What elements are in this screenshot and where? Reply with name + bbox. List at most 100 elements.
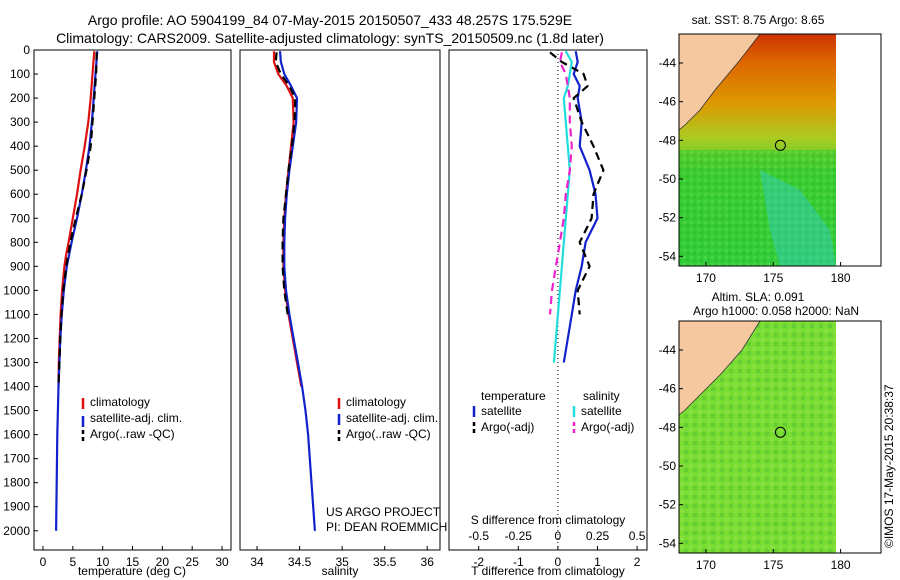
depth-tick-label-1600: 1600 bbox=[3, 428, 30, 442]
project-annotation: US ARGO PROJECT bbox=[326, 505, 441, 519]
depth-tick-label-1400: 1400 bbox=[3, 380, 30, 394]
x-tick-label-34-5: 34.5 bbox=[288, 555, 312, 569]
temperature-axes-frame bbox=[33, 49, 232, 551]
sst-field-texture bbox=[679, 150, 836, 266]
sla-map-title-line-2: Argo h1000: 0.058 h2000: NaN bbox=[693, 304, 859, 318]
x-tick-label-25: 25 bbox=[186, 555, 200, 569]
s-diff-tick-label-0: 0 bbox=[555, 529, 562, 543]
series-line-satellite-adj-clim bbox=[278, 51, 316, 531]
legend-label-satellite: satellite-adj. clim. bbox=[90, 411, 182, 425]
s-diff-tick-label-0-5: 0.5 bbox=[629, 529, 646, 543]
series-line-t-argo-adj bbox=[549, 51, 605, 315]
x-tick-label-36: 36 bbox=[421, 555, 435, 569]
footer-credit: ©IMOS 17-May-2015 20:38:37 bbox=[882, 384, 896, 548]
map-lat-tick-label--54: -54 bbox=[659, 249, 677, 263]
legend-label-argo: Argo(..raw -QC) bbox=[346, 427, 431, 441]
series-line-argo-raw-qc bbox=[57, 52, 98, 387]
depth-tick-label-1200: 1200 bbox=[3, 331, 30, 345]
map-lat-tick-label--50: -50 bbox=[659, 172, 677, 186]
legend-label-climatology: climatology bbox=[90, 395, 150, 409]
map-lat-tick-label--46: -46 bbox=[659, 382, 677, 396]
temperature-axis-label: temperature (deg C) bbox=[78, 564, 186, 578]
depth-tick-label-400: 400 bbox=[10, 139, 30, 153]
depth-tick-label-1000: 1000 bbox=[3, 283, 30, 297]
s-difference-axis-label: S difference from climatology bbox=[471, 513, 626, 527]
map-lat-tick-label--44: -44 bbox=[659, 56, 677, 70]
sst-land-mass bbox=[678, 33, 761, 131]
pi-annotation: PI: DEAN ROEMMICH bbox=[326, 520, 447, 534]
depth-tick-label-1800: 1800 bbox=[3, 476, 30, 490]
x-tick-label-34: 34 bbox=[250, 555, 264, 569]
temperature-axis-ticks: 0 5 10 15 20 25 30 bbox=[40, 546, 229, 569]
salinity-panel: 34 34.5 35 35.5 36 salinity climatology sate… bbox=[239, 49, 447, 578]
legend-label-s-argo: Argo(-adj) bbox=[581, 420, 634, 434]
x-tick-label-15: 15 bbox=[126, 555, 140, 569]
legend-label-t-argo: Argo(-adj) bbox=[481, 420, 534, 434]
s-diff-tick-label-0-25: 0.25 bbox=[586, 529, 610, 543]
sst-map-frame bbox=[678, 33, 882, 267]
s-diff-tick-label-0-25: -0.25 bbox=[505, 529, 533, 543]
difference-series bbox=[548, 50, 605, 363]
difference-panel: -2 -1 0 1 2 -0.5 -0.25 0 0.25 0.5 T difference f… bbox=[448, 49, 648, 578]
temperature-legend: climatology satellite-adj. clim. Argo(..… bbox=[81, 395, 182, 441]
depth-tick-label-300: 300 bbox=[10, 115, 30, 129]
depth-axis-ticks: 0 100 200 300 400 500 600 700 800 900 1000 1100 1200… bbox=[3, 43, 38, 538]
salinity-axes-frame bbox=[239, 49, 441, 551]
x-tick-label-2: 2 bbox=[634, 555, 641, 569]
sla-map: Altim. SLA: 0.091 Argo h1000: 0.058 h200… bbox=[659, 290, 882, 572]
x-tick-label-35-5: 35.5 bbox=[373, 555, 397, 569]
t-difference-axis-ticks: -2 -1 0 1 2 bbox=[473, 546, 641, 569]
depth-tick-label-1700: 1700 bbox=[3, 452, 30, 466]
depth-tick-label-700: 700 bbox=[10, 211, 30, 225]
depth-tick-label-500: 500 bbox=[10, 163, 30, 177]
series-line-s-argo-adj bbox=[548, 52, 573, 315]
salinity-series bbox=[272, 51, 316, 531]
x-tick-label-1: 1 bbox=[594, 555, 601, 569]
x-tick-label-1: -1 bbox=[513, 555, 524, 569]
difference-axes-frame bbox=[448, 49, 648, 551]
map-lon-tick-label-170: 170 bbox=[696, 271, 716, 285]
legend-label-satellite: satellite-adj. clim. bbox=[346, 411, 438, 425]
x-tick-label-0: 0 bbox=[555, 555, 562, 569]
series-line-t-satellite bbox=[562, 50, 599, 363]
sla-argo-position-marker bbox=[774, 426, 786, 438]
sst-cool-patch bbox=[760, 170, 836, 266]
x-tick-label-0: 0 bbox=[40, 555, 47, 569]
map-lat-tick-label--54: -54 bbox=[659, 536, 677, 550]
map-lon-tick-label-180: 180 bbox=[831, 558, 851, 572]
difference-legend: temperature salinity satellite Argo(-adj… bbox=[472, 389, 634, 434]
s-difference-axis-ticks: -0.5 -0.25 0 0.25 0.5 bbox=[468, 529, 645, 543]
legend-label-t-satellite: satellite bbox=[481, 404, 522, 418]
legend-label-climatology: climatology bbox=[346, 395, 406, 409]
salinity-axis-ticks: 34 34.5 35 35.5 36 bbox=[250, 546, 434, 569]
map-lat-tick-label--48: -48 bbox=[659, 133, 677, 147]
depth-tick-label-800: 800 bbox=[10, 235, 30, 249]
depth-tick-label-2000: 2000 bbox=[3, 524, 30, 538]
map-lat-tick-label--48: -48 bbox=[659, 420, 677, 434]
x-tick-label-5: 5 bbox=[69, 555, 76, 569]
s-diff-tick-label-0-5: -0.5 bbox=[468, 529, 489, 543]
sla-map-ticks: 170 175 180 -44 -46 -48 -50 -52 -54 bbox=[659, 343, 851, 572]
sla-land-mass bbox=[678, 320, 761, 416]
legend-label-argo: Argo(..raw -QC) bbox=[90, 427, 175, 441]
salinity-axis-label: salinity bbox=[322, 564, 359, 578]
sla-map-title-line-1: Altim. SLA: 0.091 bbox=[712, 290, 805, 304]
map-lon-tick-label-180: 180 bbox=[831, 271, 851, 285]
depth-tick-label-200: 200 bbox=[10, 91, 30, 105]
x-tick-label-2: -2 bbox=[473, 555, 484, 569]
x-tick-label-35: 35 bbox=[335, 555, 349, 569]
depth-tick-label-1300: 1300 bbox=[3, 356, 30, 370]
depth-tick-label-1100: 1100 bbox=[4, 307, 30, 321]
sla-map-frame bbox=[678, 320, 882, 554]
chart-title-line-2: Climatology: CARS2009. Satellite-adjuste… bbox=[56, 30, 604, 46]
temperature-panel: 0 100 200 300 400 500 600 700 800 900 1000 1100 1200… bbox=[3, 43, 232, 578]
map-lat-tick-label--50: -50 bbox=[659, 459, 677, 473]
depth-tick-label-600: 600 bbox=[10, 187, 30, 201]
depth-tick-label-1500: 1500 bbox=[3, 404, 30, 418]
sst-map-title: sat. SST: 8.75 Argo: 8.65 bbox=[692, 13, 825, 27]
depth-tick-label-1900: 1900 bbox=[3, 500, 30, 514]
depth-tick-label-900: 900 bbox=[10, 259, 30, 273]
chart-title-line-1: Argo profile: AO 5904199_84 07-May-2015 … bbox=[87, 12, 573, 28]
depth-tick-label-100: 100 bbox=[10, 67, 30, 81]
